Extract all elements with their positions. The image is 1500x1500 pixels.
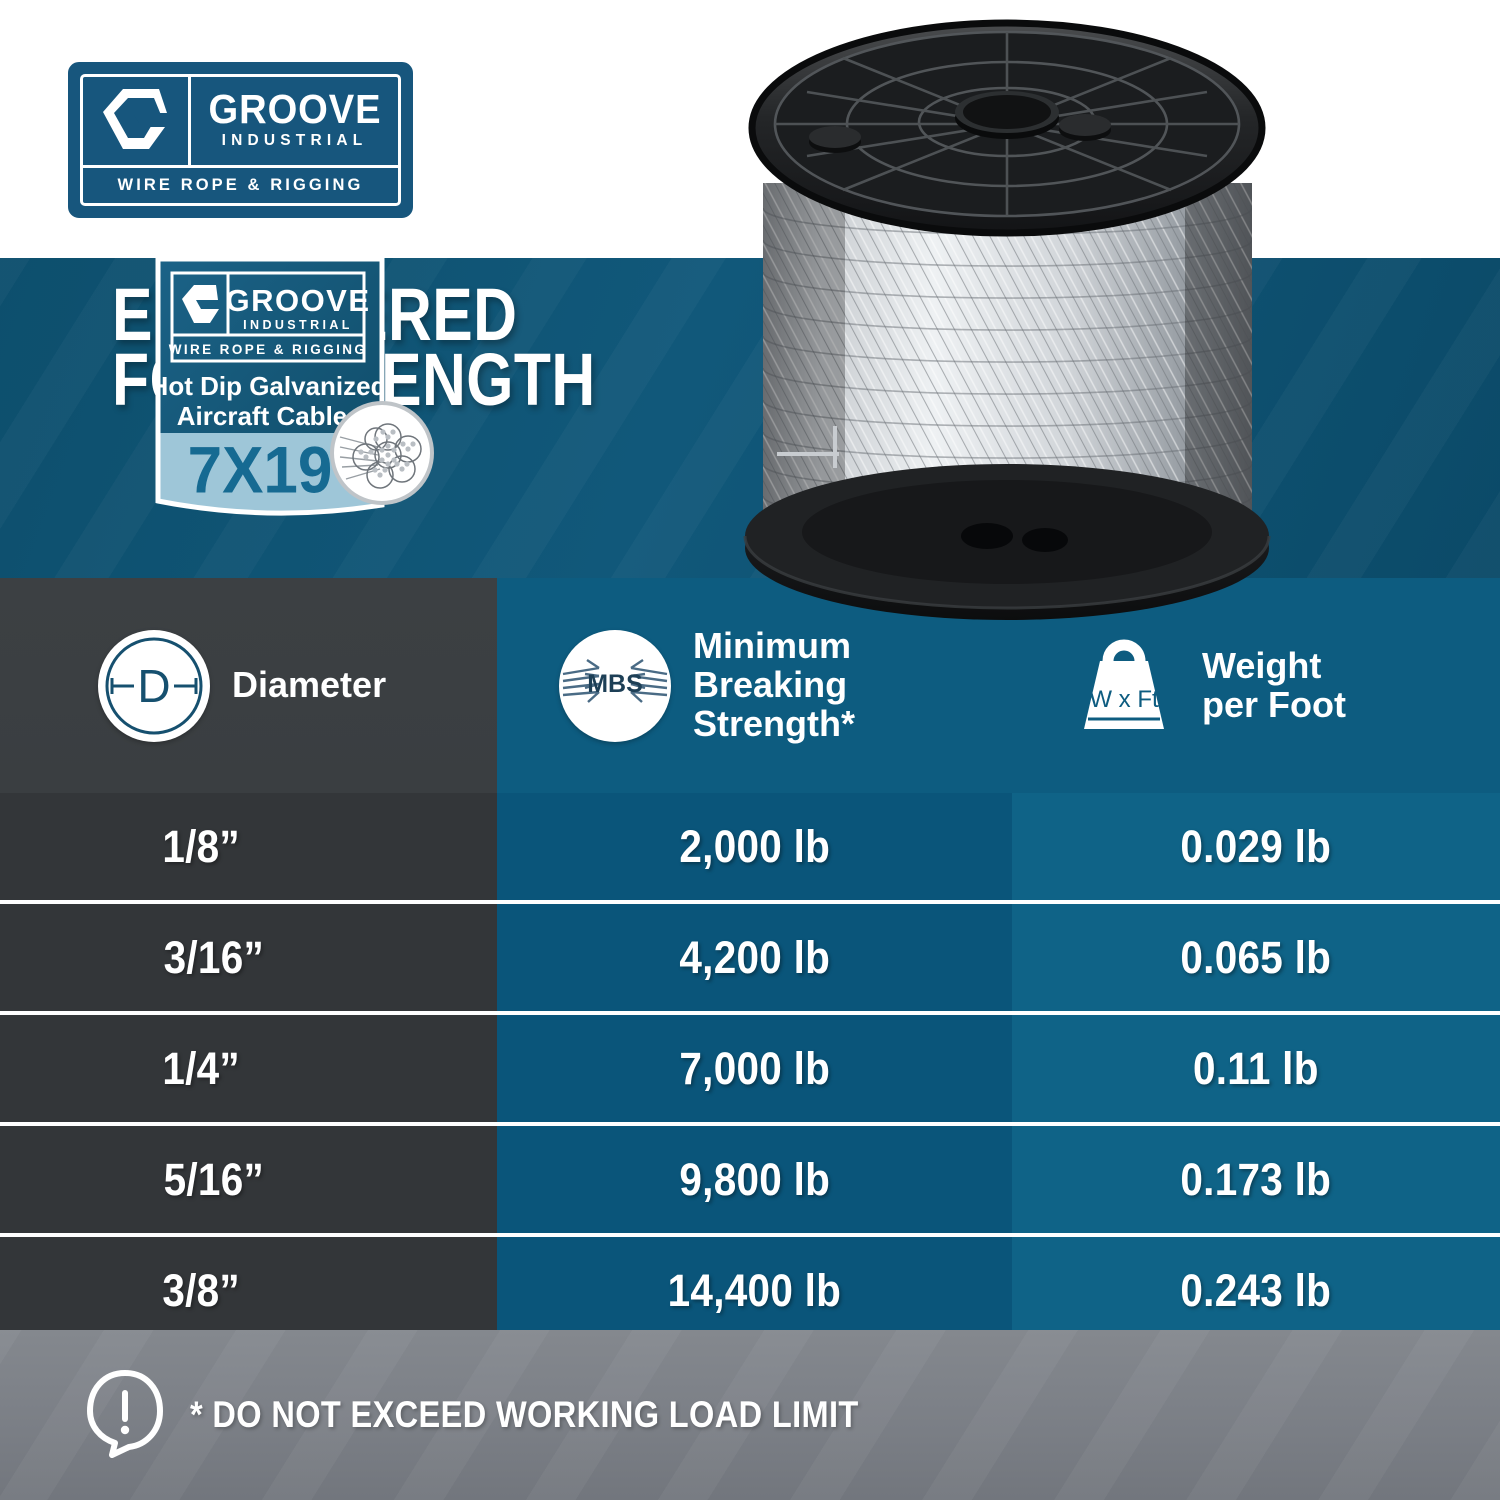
base-hole-right	[1022, 528, 1068, 552]
cell-mbs: 14,400 lb	[497, 1237, 1012, 1344]
diameter-icon: D	[98, 629, 210, 742]
cell-diameter: 3/8”	[0, 1237, 497, 1344]
product-image-cable-spool	[715, 8, 1300, 638]
cell-diameter-value: 5/16”	[163, 1153, 265, 1205]
row-divider	[0, 900, 1500, 904]
cell-weight: 0.029 lb	[1012, 793, 1500, 900]
cell-weight-value: 0.173 lb	[1180, 1153, 1332, 1205]
cell-mbs: 4,200 lb	[497, 904, 1012, 1011]
row-divider	[0, 1011, 1500, 1015]
table-row: 1/4” 7,000 lb 0.11 lb	[0, 1015, 1500, 1122]
groove-g-icon	[102, 89, 167, 149]
row-divider	[0, 1122, 1500, 1126]
mbs-breaking-strength-icon: MBS	[559, 629, 671, 742]
cell-weight: 0.11 lb	[1012, 1015, 1500, 1122]
label-line2: Aircraft Cable	[177, 401, 348, 431]
cell-weight-value: 0.243 lb	[1180, 1264, 1332, 1316]
cell-diameter: 3/16”	[0, 904, 497, 1011]
mbs-icon-text: MBS	[587, 670, 643, 698]
table-row: 3/8” 14,400 lb 0.243 lb	[0, 1237, 1500, 1344]
header-label-diameter: Diameter	[232, 664, 387, 706]
label-line1: Hot Dip Galvanized	[150, 371, 386, 401]
table-row: 3/16” 4,200 lb 0.065 lb	[0, 904, 1500, 1011]
header-cell-diameter: D Diameter	[0, 578, 497, 793]
cell-mbs-value: 9,800 lb	[679, 1153, 830, 1205]
spec-table: D Diameter	[0, 578, 1500, 1344]
logo-subword: INDUSTRIAL	[221, 131, 368, 149]
product-label: GROOVE INDUSTRIAL WIRE ROPE & RIGGING Ho…	[150, 255, 434, 535]
table-body: 1/8” 2,000 lb 0.029 lb 3/16” 4,200 lb 0.065 l…	[0, 793, 1500, 1344]
label-brand-tagline: WIRE ROPE & RIGGING	[169, 342, 368, 357]
cell-mbs-value: 2,000 lb	[679, 820, 830, 872]
cell-weight-value: 0.029 lb	[1180, 820, 1332, 872]
weight-icon: W x Ft	[1068, 631, 1180, 741]
cell-diameter-value: 1/8”	[162, 820, 240, 872]
base-hole-left	[961, 523, 1013, 549]
cell-diameter: 5/16”	[0, 1126, 497, 1233]
table-row: 5/16” 9,800 lb 0.173 lb	[0, 1126, 1500, 1233]
cell-diameter-value: 1/4”	[162, 1042, 240, 1094]
table-header-row: D Diameter	[0, 578, 1500, 793]
logo-wordmark: GROOVE	[208, 86, 381, 133]
table-row: 1/8” 2,000 lb 0.029 lb	[0, 793, 1500, 900]
footer-warning-band: * DO NOT EXCEED WORKING LOAD LIMIT	[0, 1330, 1500, 1500]
loose-wire-end	[777, 426, 839, 468]
cell-weight: 0.065 lb	[1012, 904, 1500, 1011]
cell-weight: 0.243 lb	[1012, 1237, 1500, 1344]
cell-weight-value: 0.11 lb	[1193, 1042, 1319, 1094]
footer-warning-text: * DO NOT EXCEED WORKING LOAD LIMIT	[190, 1394, 859, 1435]
cell-mbs: 2,000 lb	[497, 793, 1012, 900]
weight-icon-text: W x Ft	[1089, 686, 1159, 713]
cable-cross-section-icon	[330, 401, 434, 505]
exclamation-bubble-icon	[82, 1367, 168, 1464]
row-divider	[0, 1233, 1500, 1237]
cell-diameter-value: 3/8”	[162, 1264, 240, 1316]
cell-mbs: 9,800 lb	[497, 1126, 1012, 1233]
label-construction: 7X19	[188, 433, 333, 507]
logo-g-mark-cell	[83, 77, 191, 165]
cell-mbs-value: 14,400 lb	[667, 1264, 842, 1316]
label-brand-sub: INDUSTRIAL	[243, 318, 353, 332]
header-label-mbs: Minimum Breaking Strength*	[693, 625, 855, 744]
cell-weight-value: 0.065 lb	[1180, 931, 1332, 983]
brand-logo: GROOVE INDUSTRIAL WIRE ROPE & RIGGING	[68, 62, 413, 218]
cell-mbs-value: 4,200 lb	[679, 931, 830, 983]
cell-mbs: 7,000 lb	[497, 1015, 1012, 1122]
label-logo: GROOVE INDUSTRIAL WIRE ROPE & RIGGING	[169, 271, 370, 363]
diameter-icon-text: D	[137, 660, 170, 712]
header-label-weight: Weight per Foot	[1202, 644, 1346, 725]
cell-diameter: 1/4”	[0, 1015, 497, 1122]
label-brand-name: GROOVE	[225, 283, 370, 318]
cell-mbs-value: 7,000 lb	[679, 1042, 830, 1094]
cell-diameter-value: 3/16”	[163, 931, 265, 983]
cell-diameter: 1/8”	[0, 793, 497, 900]
logo-tagline: WIRE ROPE & RIGGING	[117, 176, 364, 194]
cell-weight: 0.173 lb	[1012, 1126, 1500, 1233]
